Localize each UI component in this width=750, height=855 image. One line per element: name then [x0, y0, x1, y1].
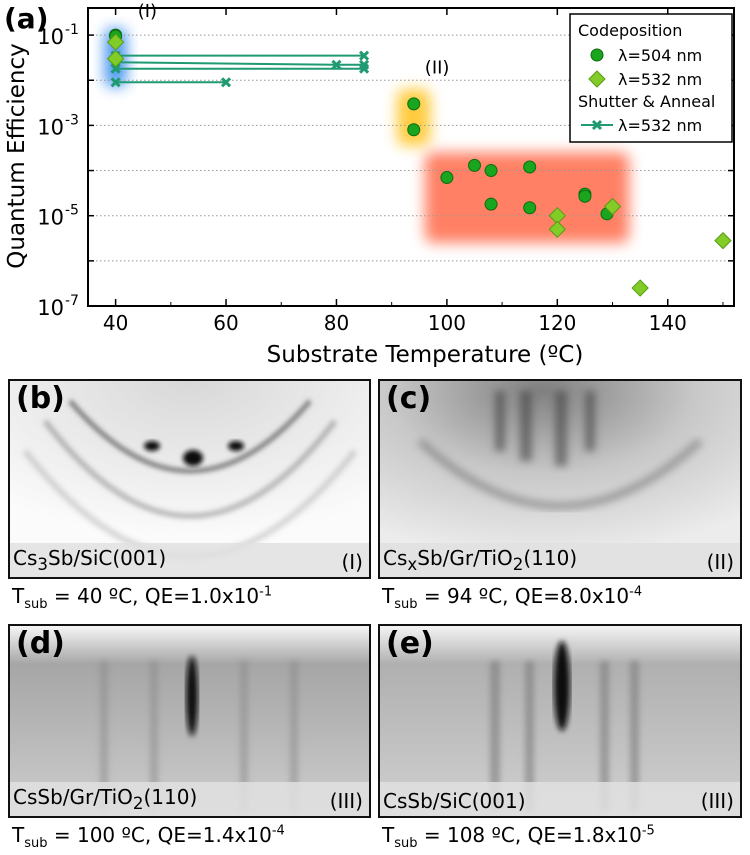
- shutter-anneal-point: [110, 63, 121, 74]
- legend-marker-504: [590, 48, 604, 62]
- y-tick-exp-3: -7: [65, 293, 79, 309]
- point-532nm-5: [631, 279, 649, 297]
- shutter-anneal-point: [359, 50, 370, 61]
- x-tick-label-1: 60: [213, 311, 238, 335]
- x-tick-label-0: 40: [103, 311, 128, 335]
- region-tag-c: (II): [706, 550, 734, 574]
- point-504nm-11: [578, 189, 592, 203]
- point-504nm-4: [440, 171, 454, 185]
- panel-e: (e) CsSb/SiC(001) (III): [378, 624, 742, 818]
- panel-d: (d) CsSb/Gr/TiO2(110) (III): [8, 624, 371, 818]
- point-532nm-6: [714, 231, 732, 250]
- legend-marker-532: [588, 70, 606, 88]
- y-tick-label-3: 10: [37, 296, 64, 320]
- point-504nm-2: [407, 97, 421, 111]
- material-label-e: CsSb/SiC(001): [383, 789, 526, 813]
- legend: Codeposition λ=504 nm λ=532 nm Shutter &…: [569, 13, 733, 143]
- panel-label-e: (e): [386, 626, 434, 661]
- material-label-d: CsSb/Gr/TiO2(110): [13, 785, 198, 813]
- panel-label-d: (d): [16, 626, 65, 661]
- legend-group-codeposition: Codeposition: [578, 21, 682, 40]
- legend-label-504: λ=504 nm: [618, 46, 702, 65]
- panel-c: (c) CsxSb/Gr/TiO2(110) (II): [378, 379, 742, 579]
- point-504nm-5: [467, 158, 481, 172]
- plot-frame: [87, 7, 735, 307]
- point-504nm-7: [484, 197, 498, 211]
- x-tick-label-2: 80: [324, 311, 349, 335]
- y-tick-exp-1: -3: [65, 112, 79, 128]
- region-label-0: (I): [138, 1, 157, 22]
- point-532nm-1: [106, 49, 125, 68]
- legend-label-shutter: λ=532 nm: [618, 116, 702, 135]
- point-504nm-6: [484, 164, 498, 178]
- shutter-anneal-point: [110, 77, 121, 88]
- shutter-anneal-line-1: [115, 61, 365, 66]
- data-series: [106, 28, 732, 297]
- region-2: [424, 152, 630, 243]
- x-tick-label-3: 100: [428, 311, 466, 335]
- point-504nm-8: [523, 160, 537, 174]
- legend-group-shutter: Shutter & Anneal: [578, 92, 715, 111]
- region-tag-b: (I): [341, 550, 363, 574]
- region-tag-d: (III): [329, 789, 363, 813]
- y-tick-label-2: 10: [37, 206, 64, 230]
- region-tag-e: (III): [700, 789, 734, 813]
- shutter-anneal-point: [359, 63, 370, 74]
- shutter-anneal-point: [331, 59, 342, 70]
- panel-label-a: (a): [4, 2, 49, 35]
- point-532nm-4: [603, 197, 622, 216]
- legend-marker-shutter: [591, 119, 603, 131]
- y-tick-label-1: 10: [37, 115, 64, 139]
- region-1: [397, 89, 431, 146]
- y-tick-exp-2: -5: [65, 203, 79, 219]
- material-label-b: Cs3Sb/SiC(001): [13, 546, 167, 574]
- caption-b: Tsub = 40 ºC, QE=1.0x10-1: [12, 584, 273, 612]
- point-504nm-9: [523, 201, 537, 215]
- caption-e: Tsub = 108 ºC, QE=1.8x10-5: [382, 823, 655, 851]
- caption-c: Tsub = 94 ºC, QE=8.0x10-4: [382, 584, 643, 612]
- point-504nm-3: [407, 123, 421, 137]
- y-tick-exp-0: -1: [65, 22, 79, 38]
- y-axis-label: Quantum Efficiency: [4, 43, 30, 268]
- shutter-anneal-point: [220, 77, 232, 88]
- legend-label-532: λ=532 nm: [618, 70, 702, 89]
- x-tick-label-4: 120: [538, 311, 576, 335]
- highlight-regions: [104, 28, 630, 243]
- panel-label-c: (c): [386, 381, 432, 416]
- panel-label-b: (b): [16, 381, 65, 416]
- y-tick-label-0: 10: [37, 25, 64, 49]
- caption-d: Tsub = 100 ºC, QE=1.4x10-4: [12, 823, 285, 851]
- point-532nm-3: [548, 220, 567, 238]
- panel-b: (b) Cs3Sb/SiC(001) (I): [8, 379, 371, 579]
- x-tick-label-5: 140: [649, 311, 687, 335]
- x-axis-label: Substrate Temperature (ºC): [267, 342, 584, 368]
- region-label-1: (II): [425, 57, 450, 78]
- material-label-c: CsxSb/Gr/TiO2(110): [383, 546, 578, 574]
